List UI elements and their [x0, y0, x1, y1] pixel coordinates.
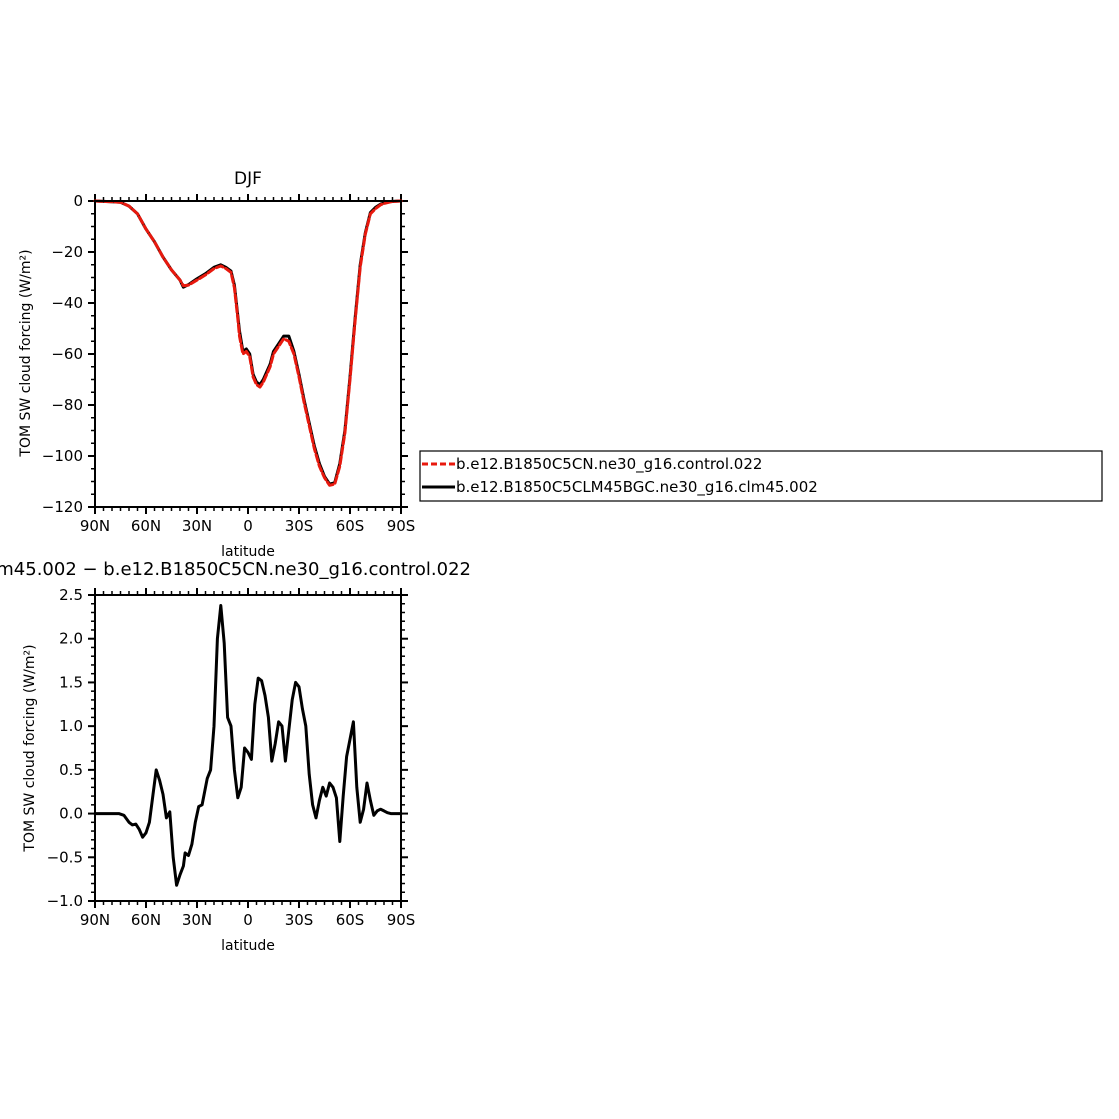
- legend: b.e12.B1850C5CN.ne30_g16.control.022 b.e…: [419, 450, 1103, 502]
- bottom-panel-x-tick-label: 60S: [336, 911, 365, 929]
- bottom-panel-x-tick-label: 60N: [131, 911, 161, 929]
- top-panel-x-tick-label: 90S: [387, 517, 416, 535]
- top-panel-y-tick-label: −80: [51, 396, 83, 414]
- top-panel-frame: [94, 200, 402, 508]
- bottom-panel-x-tick-label: 90N: [80, 911, 110, 929]
- bottom-panel-y-tick-label: −0.5: [47, 848, 83, 866]
- bottom-panel-ticks: [88, 588, 408, 908]
- legend-box: [419, 450, 1103, 502]
- top-panel-title: DJF: [234, 169, 262, 189]
- top-panel-series-line-1: [93, 199, 403, 486]
- bottom-panel-series-line-0: [93, 604, 403, 887]
- top-panel-x-tick-label: 0: [243, 517, 253, 535]
- bottom-panel-y-tick-label: 2.0: [59, 630, 83, 648]
- top-panel-x-tick-label: 60N: [131, 517, 161, 535]
- top-panel-y-tick-label: −60: [51, 345, 83, 363]
- bottom-panel-y-tick-label: 0.5: [59, 761, 83, 779]
- bottom-panel-y-axis-label: TOM SW cloud forcing (W/m²): [22, 644, 38, 852]
- top-panel-x-axis-label: latitude: [221, 544, 275, 560]
- top-panel-series-line-0: [93, 199, 403, 487]
- bottom-panel-tick-labels: 90N 60N 30N 0 30S 60S 90S 2.5 2.0 1.5 1.0 0.5 0.0 −0.…: [47, 586, 416, 929]
- top-panel-x-tick-label: 30S: [285, 517, 314, 535]
- bottom-panel-x-tick-label: 90S: [387, 911, 416, 929]
- top-panel-x-tick-label: 90N: [80, 517, 110, 535]
- top-panel-y-tick-label: −40: [51, 294, 83, 312]
- legend-label-clm45: b.e12.B1850C5CLM45BGC.ne30_g16.clm45.002: [456, 478, 818, 497]
- bottom-panel-x-axis-label: latitude: [221, 938, 275, 954]
- top-panel-tick-labels: 90N 60N 30N 0 30S 60S 90S 0 −20 −40 −60 −80 −100 −120: [42, 192, 416, 535]
- legend-label-control: b.e12.B1850C5CN.ne30_g16.control.022: [456, 455, 762, 474]
- bottom-panel-x-tick-label: 30N: [182, 911, 212, 929]
- bottom-panel-y-tick-label: 0.0: [59, 805, 83, 823]
- bottom-panel-y-tick-label: 1.5: [59, 673, 83, 691]
- top-panel-y-tick-label: −100: [42, 447, 83, 465]
- bottom-panel-frame: [94, 594, 402, 902]
- bottom-panel-x-tick-label: 0: [243, 911, 253, 929]
- top-panel-x-tick-label: 60S: [336, 517, 365, 535]
- top-panel-x-tick-label: 30N: [182, 517, 212, 535]
- bottom-panel-title: b.e12.B1850C5CLM45BGC.ne30_g16.clm45.002…: [0, 559, 471, 580]
- top-panel-y-axis-label: TOM SW cloud forcing (W/m²): [18, 249, 34, 457]
- bottom-panel-y-tick-label: −1.0: [47, 892, 83, 910]
- top-panel: DJF latitude TOM SW cloud forcing (W/m²)…: [18, 169, 415, 560]
- bottom-panel-x-tick-label: 30S: [285, 911, 314, 929]
- top-panel-y-tick-label: 0: [73, 192, 83, 210]
- bottom-panel: b.e12.B1850C5CLM45BGC.ne30_g16.clm45.002…: [0, 559, 471, 954]
- bottom-panel-y-tick-label: 1.0: [59, 717, 83, 735]
- top-panel-y-tick-label: −20: [51, 243, 83, 261]
- bottom-panel-series: [93, 604, 403, 887]
- top-panel-y-tick-label: −120: [42, 498, 83, 516]
- bottom-panel-y-tick-label: 2.5: [59, 586, 83, 604]
- top-panel-series: [93, 199, 403, 487]
